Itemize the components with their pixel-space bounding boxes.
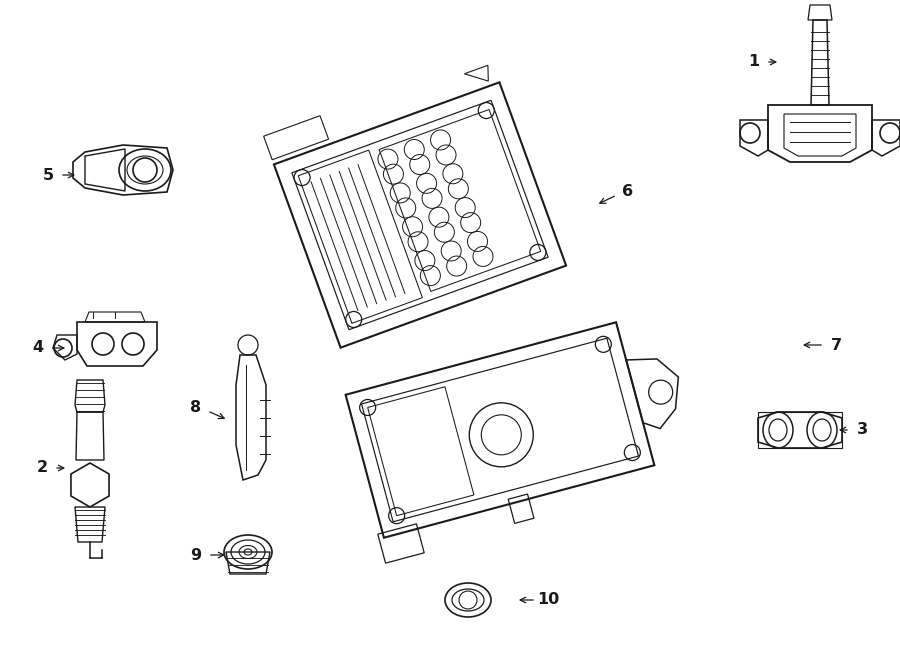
Text: 9: 9	[191, 547, 202, 563]
Text: 3: 3	[857, 422, 868, 438]
Text: 4: 4	[32, 340, 43, 355]
Text: 10: 10	[537, 592, 559, 608]
Text: 6: 6	[623, 185, 634, 199]
Text: 7: 7	[831, 338, 842, 352]
Text: 8: 8	[191, 401, 202, 416]
Text: 5: 5	[42, 167, 54, 183]
Text: 1: 1	[749, 54, 760, 70]
Text: 2: 2	[36, 461, 48, 475]
